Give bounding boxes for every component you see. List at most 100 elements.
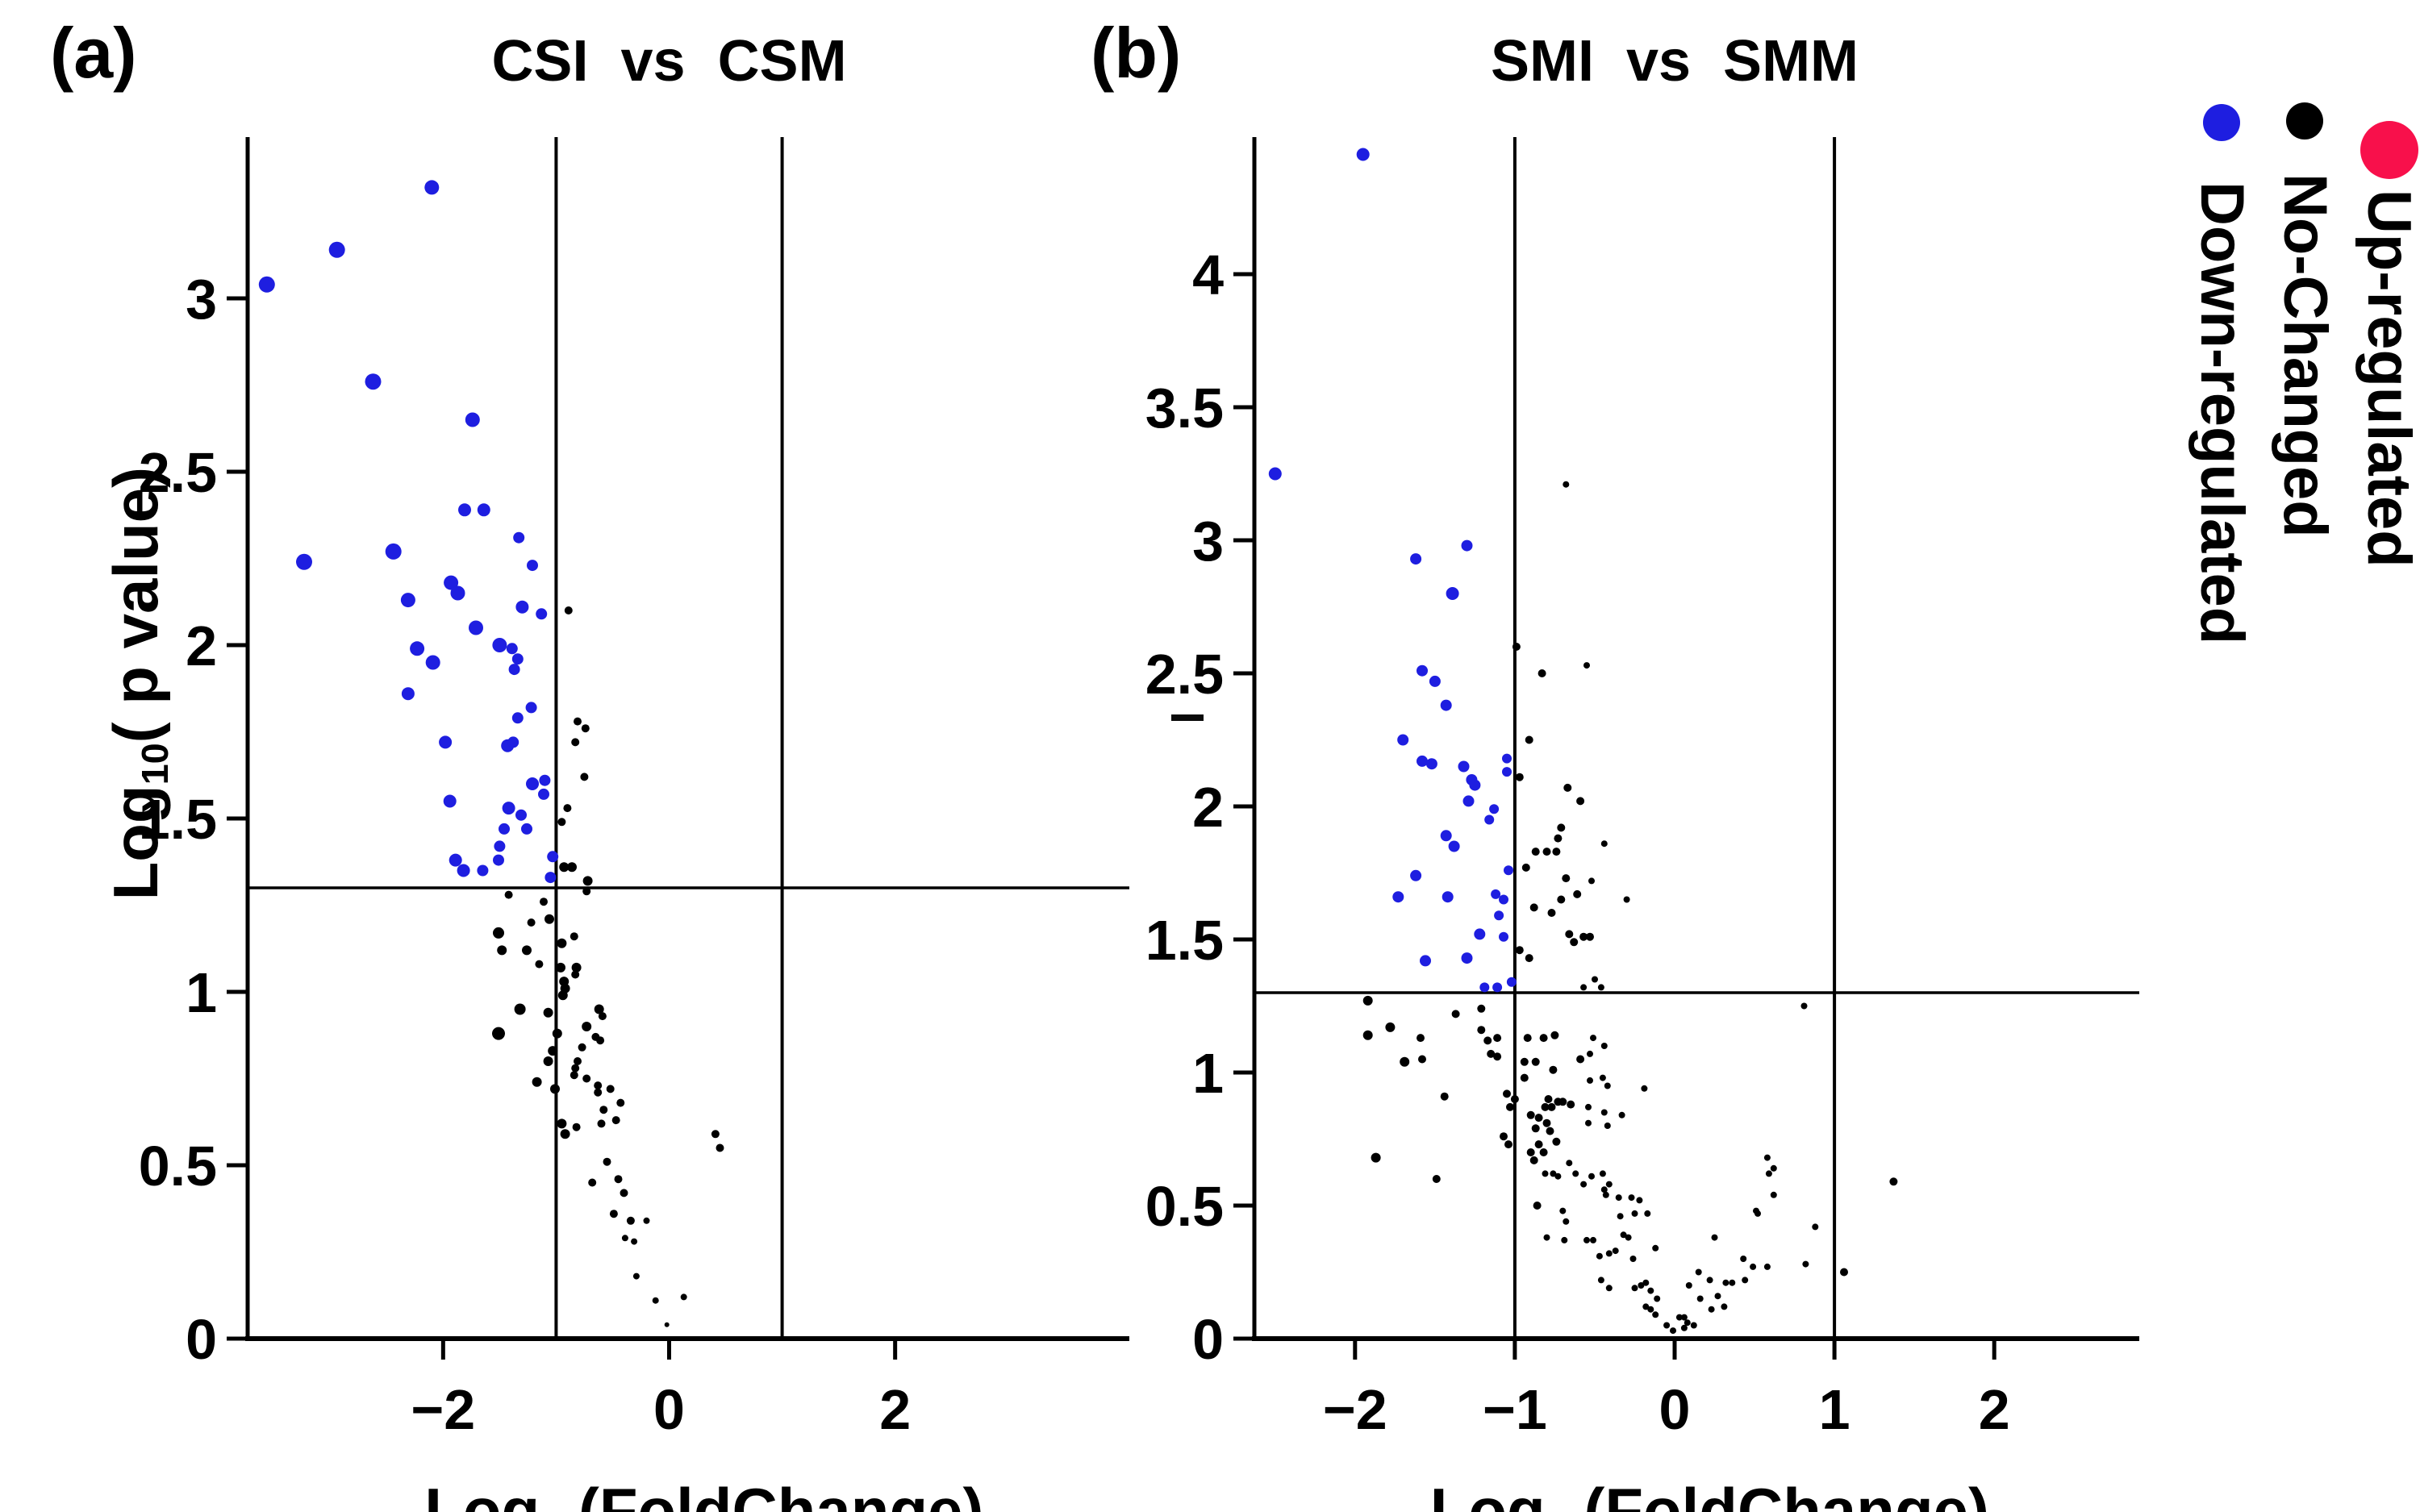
data-point bbox=[1596, 1252, 1603, 1260]
data-point bbox=[507, 736, 519, 748]
data-point bbox=[1597, 1277, 1604, 1284]
data-point bbox=[1462, 795, 1475, 807]
data-point bbox=[557, 1118, 567, 1129]
data-point bbox=[1573, 889, 1582, 898]
x-tick-label: −1 bbox=[1483, 1378, 1547, 1441]
data-point bbox=[1644, 1210, 1651, 1217]
data-point bbox=[1500, 1132, 1508, 1141]
data-point bbox=[574, 1057, 582, 1065]
x-label-subscript: 2 bbox=[1546, 1509, 1567, 1512]
data-point bbox=[514, 1003, 526, 1015]
data-point bbox=[385, 543, 402, 560]
data-point bbox=[1590, 1035, 1596, 1042]
series-no-changed bbox=[1362, 481, 1898, 1335]
data-point bbox=[1654, 1295, 1661, 1302]
data-point bbox=[1641, 1085, 1648, 1092]
data-point bbox=[1554, 834, 1563, 843]
data-point bbox=[526, 777, 539, 790]
data-point bbox=[1356, 148, 1370, 161]
panel-b-tag: (b) bbox=[1091, 13, 1182, 93]
data-point bbox=[1442, 891, 1454, 903]
data-point bbox=[1628, 1194, 1635, 1202]
data-point bbox=[1763, 1263, 1771, 1270]
data-point bbox=[1515, 773, 1524, 781]
data-point bbox=[1503, 1089, 1511, 1098]
data-point bbox=[1652, 1311, 1659, 1318]
data-point bbox=[1458, 760, 1470, 773]
legend-dot-no-changed bbox=[2286, 102, 2323, 140]
data-point bbox=[1491, 889, 1501, 899]
data-point bbox=[1451, 1010, 1460, 1018]
y-label-subscript: 10 bbox=[134, 743, 177, 785]
data-point bbox=[582, 876, 593, 886]
x-tick-label: 1 bbox=[1819, 1378, 1850, 1441]
data-point bbox=[1521, 863, 1530, 872]
data-point bbox=[511, 712, 524, 724]
data-point bbox=[494, 840, 506, 852]
data-point bbox=[560, 1129, 570, 1139]
data-point bbox=[449, 853, 462, 867]
data-point bbox=[1397, 734, 1409, 746]
data-point bbox=[588, 1178, 597, 1187]
data-point bbox=[1599, 1170, 1606, 1177]
data-point bbox=[620, 1189, 628, 1198]
y-tick-label: 0 bbox=[1192, 1308, 1224, 1371]
data-point bbox=[1631, 1285, 1638, 1292]
data-point bbox=[1600, 1186, 1608, 1193]
data-point bbox=[563, 804, 572, 813]
data-point bbox=[1542, 1118, 1551, 1127]
data-point bbox=[1483, 1036, 1492, 1045]
y-tick-label: 2.5 bbox=[1145, 643, 1224, 706]
data-point bbox=[1617, 1213, 1624, 1220]
data-point bbox=[1499, 894, 1508, 905]
x-tick-label: −2 bbox=[1323, 1378, 1387, 1441]
data-point bbox=[1520, 1057, 1529, 1066]
data-point bbox=[538, 788, 549, 800]
data-point bbox=[626, 1216, 635, 1225]
data-point bbox=[1550, 1170, 1557, 1177]
panel-a-x-axis-label: Log2 (FoldChange) bbox=[248, 1416, 1091, 1512]
data-point bbox=[557, 938, 567, 948]
data-point bbox=[1802, 1260, 1809, 1268]
data-point bbox=[1549, 1065, 1558, 1074]
data-point bbox=[1583, 662, 1590, 669]
data-point bbox=[543, 1007, 553, 1018]
data-point bbox=[521, 823, 532, 835]
data-point bbox=[1585, 1103, 1592, 1110]
data-point bbox=[1432, 1175, 1441, 1183]
data-point bbox=[365, 373, 382, 390]
y-tick-label: 0.5 bbox=[139, 1135, 217, 1198]
data-point bbox=[559, 862, 570, 873]
panel-b-x-axis-label: Log2 (FoldChange) bbox=[1254, 1416, 2095, 1512]
data-point bbox=[493, 927, 504, 939]
panel-a-tag: (a) bbox=[50, 13, 137, 93]
volcano-panel-a: −2 0 2 0 0.5 1 1.5 2 2.5 3 bbox=[139, 137, 1129, 1441]
data-point bbox=[1647, 1306, 1654, 1313]
y-tick-label: 1 bbox=[1192, 1042, 1224, 1105]
data-point bbox=[1600, 1109, 1608, 1116]
data-point bbox=[1525, 735, 1533, 744]
data-point bbox=[425, 655, 440, 670]
data-point bbox=[711, 1130, 720, 1139]
x-label-main: Log bbox=[1429, 1475, 1546, 1512]
data-point bbox=[1636, 1197, 1643, 1204]
data-point bbox=[603, 1157, 611, 1166]
data-point bbox=[1523, 1034, 1532, 1043]
data-point bbox=[1268, 467, 1282, 481]
data-point bbox=[1618, 1111, 1625, 1118]
data-point bbox=[1506, 977, 1517, 987]
data-point bbox=[439, 735, 453, 749]
data-point bbox=[1663, 1322, 1671, 1329]
data-point bbox=[513, 531, 525, 544]
data-point bbox=[1812, 1223, 1819, 1231]
y-tick-label: 1.5 bbox=[139, 788, 217, 851]
data-point bbox=[499, 823, 510, 835]
y-tick-label: 3 bbox=[1192, 510, 1224, 573]
data-point bbox=[1529, 903, 1538, 912]
data-point bbox=[1750, 1263, 1757, 1270]
data-point bbox=[1559, 1207, 1567, 1214]
data-point bbox=[1567, 1100, 1575, 1109]
data-point bbox=[1543, 1234, 1550, 1241]
data-point bbox=[1506, 1102, 1514, 1111]
data-point bbox=[1592, 976, 1598, 983]
